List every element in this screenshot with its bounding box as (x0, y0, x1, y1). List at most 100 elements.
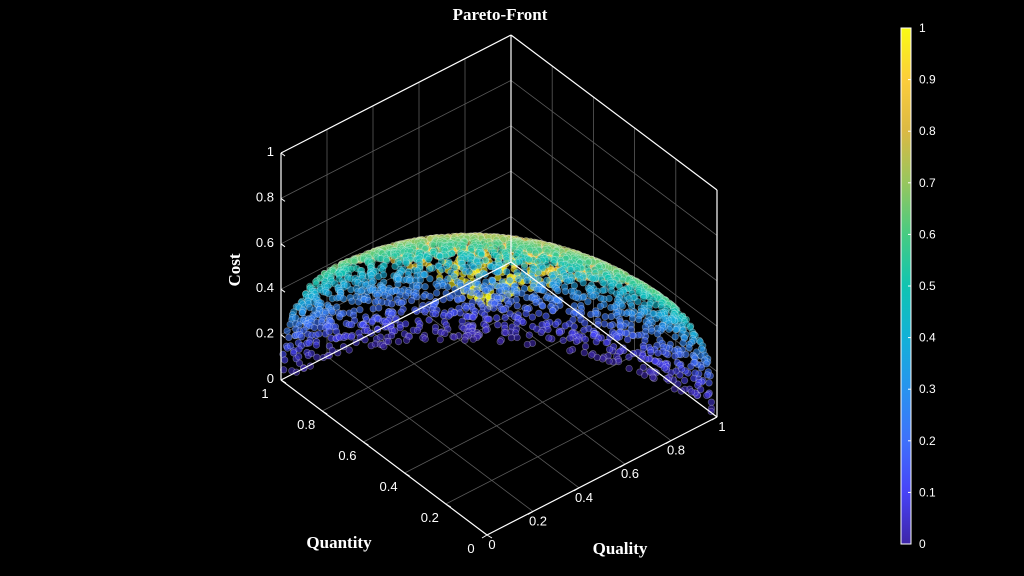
scatter-point (554, 287, 562, 295)
scatter-point (581, 342, 590, 351)
scatter-point (625, 364, 633, 373)
scatter-point (375, 304, 383, 312)
y-tick-mark (404, 472, 410, 477)
scatter-point (328, 308, 337, 316)
scatter-point (685, 344, 693, 352)
x-tick-label: 0.4 (575, 490, 593, 505)
scatter-point (537, 328, 545, 337)
scatter-point (522, 310, 530, 318)
scatter-point (477, 251, 486, 259)
x-tick-label: 0 (488, 537, 495, 552)
x-tick-mark (573, 487, 580, 492)
x-tick-label: 0.6 (621, 466, 639, 481)
scatter-point (559, 336, 567, 345)
scatter-point (496, 338, 504, 346)
scatter-point (514, 275, 523, 283)
scatter-point (596, 302, 605, 310)
grid-line (510, 125, 718, 282)
scatter-point (413, 293, 421, 301)
scatter-point (499, 306, 508, 314)
scatter-point (305, 339, 313, 347)
scatter-point (433, 289, 441, 297)
x-tick-label: 0.2 (529, 513, 547, 528)
scatter-point (589, 292, 597, 301)
z-tick-mark (280, 288, 286, 293)
scatter-point (481, 287, 490, 295)
scatter-point (402, 259, 411, 267)
scatter-point (607, 313, 615, 321)
scatter-point (484, 315, 492, 323)
scatter-point (356, 306, 364, 314)
scatter-point (285, 333, 293, 342)
scatter-point (561, 322, 569, 330)
scatter-point (653, 330, 662, 338)
y-tick-mark (363, 441, 369, 446)
chart-title: Pareto-Front (453, 5, 548, 24)
x-tick-label: 0.8 (667, 443, 685, 458)
scatter-point (454, 296, 462, 304)
scatter-point (501, 314, 509, 322)
scatter-point (490, 304, 498, 312)
scatter-point (426, 292, 434, 301)
scatter-point (703, 391, 711, 400)
y-tick-label: 0.2 (421, 510, 439, 525)
grid-line (372, 332, 580, 489)
scatter-point (380, 271, 388, 279)
y-tick-label: 0.6 (338, 448, 356, 463)
scatter-point (648, 327, 656, 335)
y-tick-label: 0.8 (297, 417, 315, 432)
scatter-point (566, 334, 574, 342)
scatter-point (436, 336, 444, 344)
y-tick-label: 1 (261, 386, 268, 401)
scatter-point (394, 338, 403, 346)
z-tick-label: 0.4 (256, 280, 274, 295)
scatter-point (281, 356, 289, 364)
scatter-point (438, 266, 446, 274)
scatter-point (513, 269, 521, 277)
scatter-point (450, 272, 458, 281)
grid-line (510, 80, 718, 236)
grid-line (445, 385, 676, 505)
scatter-point (408, 296, 416, 305)
scatter-point (462, 304, 470, 312)
scatter-point (424, 256, 433, 264)
scatter-point (469, 335, 477, 343)
scatter-point (602, 339, 610, 347)
scatter-point (605, 345, 614, 354)
scatter-point (592, 338, 600, 346)
scatter-point (587, 310, 595, 319)
grid-line (404, 354, 635, 474)
z-tick-mark (280, 243, 286, 248)
scatter-point (697, 345, 706, 353)
scatter-point (325, 290, 333, 298)
grid-line (280, 80, 512, 199)
scatter-point (503, 268, 511, 276)
scatter-point (671, 333, 679, 341)
grid-line (363, 323, 594, 443)
colorbar-tick-label: 0.3 (919, 382, 936, 396)
scatter-point (705, 379, 713, 387)
scatter-point (450, 333, 458, 341)
scatter-point (495, 287, 503, 295)
scatter-point (671, 352, 679, 360)
scatter-point (627, 302, 636, 310)
scatter-point (376, 333, 385, 341)
scatter-point (339, 295, 348, 303)
scatter-point (589, 332, 597, 340)
scatter-point (599, 279, 607, 287)
scatter-point (543, 276, 551, 285)
scatter-point (465, 268, 473, 276)
scatter-point (523, 293, 531, 302)
colorbar-tick-label: 0.2 (919, 434, 936, 448)
scatter-point (659, 315, 667, 323)
y-axis-label: Quantity (306, 533, 372, 552)
x-tick-mark (665, 440, 672, 445)
scatter-point (566, 347, 574, 355)
axis-edge (280, 34, 512, 154)
scatter-point (534, 268, 543, 276)
scatter-point (402, 292, 410, 300)
scatter-point (364, 296, 373, 305)
scatter-point (421, 335, 429, 343)
scatter-point (600, 320, 609, 328)
grid-line (280, 170, 512, 290)
